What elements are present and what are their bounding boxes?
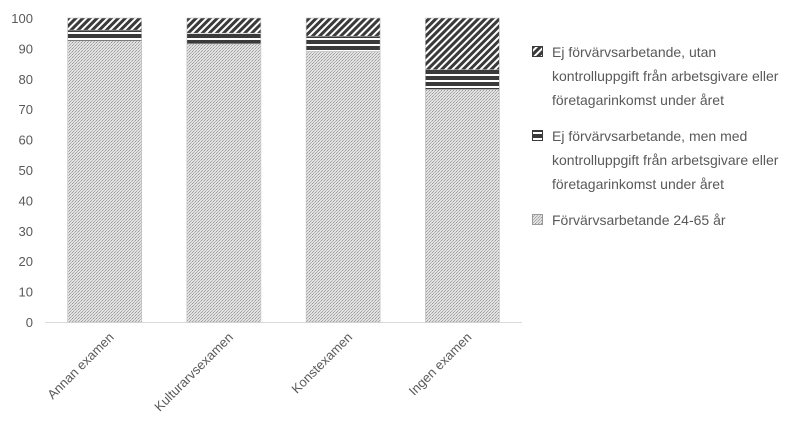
bar-segment-dots xyxy=(305,51,381,323)
x-axis-labels: Annan examen Kulturarvsexamen Konstexamen I… xyxy=(44,330,474,415)
x-tick-label: Annan examen xyxy=(44,330,116,402)
y-tick-label: 60 xyxy=(19,133,33,148)
bar-segment-diagonal xyxy=(67,17,142,31)
x-tick-label: Ingen examen xyxy=(406,330,475,399)
legend-entry-with-income: Ej förvärvsarbetande, men med kontrollup… xyxy=(532,124,790,196)
y-tick-label: 90 xyxy=(19,41,33,56)
bar-segment-stripes xyxy=(425,69,500,90)
y-tick-label: 100 xyxy=(11,11,33,26)
y-tick-label: 0 xyxy=(26,315,33,330)
bar-segment-dots xyxy=(67,40,142,323)
x-tick-label: Konstexamen xyxy=(288,330,355,397)
bar-segment-dots xyxy=(425,89,500,323)
y-tick-label: 10 xyxy=(19,285,33,300)
bar-segment-stripes xyxy=(305,35,381,52)
y-tick-label: 50 xyxy=(19,163,33,178)
bar-segment-diagonal xyxy=(425,17,500,70)
legend-label-with-income: Ej förvärvsarbetande, men med kontrollup… xyxy=(552,128,779,192)
bars-layer xyxy=(67,17,500,323)
bar-segment-stripes xyxy=(67,29,142,42)
bar-segment-diagonal xyxy=(186,17,262,34)
legend-label-without-income: Ej förvärvsarbetande, utan kontrolluppgi… xyxy=(552,44,779,108)
bar-segment-diagonal xyxy=(305,17,381,37)
legend-entry-employed: Förvärvsarbetande 24-65 år xyxy=(532,208,790,232)
y-tick-label: 30 xyxy=(19,224,33,239)
legend-swatch-dots xyxy=(532,214,543,225)
bar-segment-stripes xyxy=(186,32,262,45)
y-tick-label: 80 xyxy=(19,72,33,87)
legend-swatch-stripes xyxy=(532,130,543,141)
legend-entry-without-income: Ej förvärvsarbetande, utan kontrolluppgi… xyxy=(532,40,790,112)
legend: Ej förvärvsarbetande, utan kontrolluppgi… xyxy=(532,40,790,244)
legend-swatch-diagonal xyxy=(532,46,543,57)
legend-label-employed: Förvärvsarbetande 24-65 år xyxy=(552,212,726,228)
x-tick-label: Kulturarvsexamen xyxy=(151,330,236,415)
y-axis: 0 10 20 30 40 50 60 70 80 90 100 xyxy=(11,11,522,330)
y-tick-label: 40 xyxy=(19,193,33,208)
y-tick-label: 70 xyxy=(19,102,33,117)
bar-segment-dots xyxy=(186,43,262,323)
y-tick-label: 20 xyxy=(19,254,33,269)
